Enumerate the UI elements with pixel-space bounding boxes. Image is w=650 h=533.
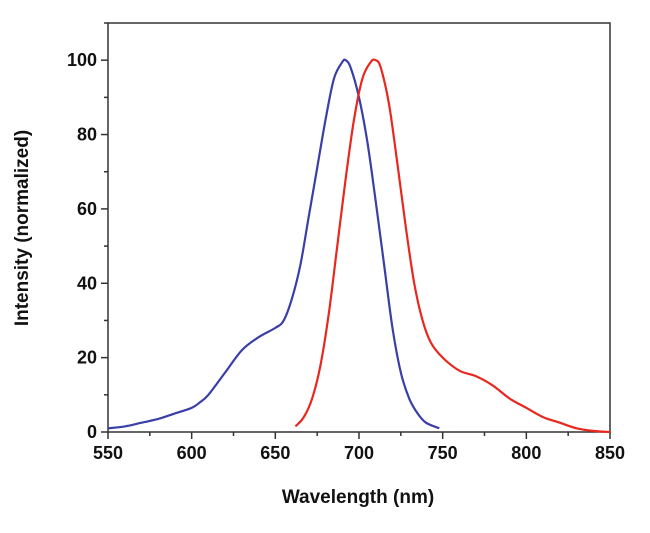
y-tick-label: 60 (77, 199, 97, 219)
x-tick-label: 700 (344, 443, 374, 463)
series-line-0 (107, 58, 440, 430)
x-tick-label: 550 (93, 443, 123, 463)
y-axis-label: Intensity (normalized) (12, 130, 33, 326)
y-tick-label: 20 (77, 348, 97, 368)
x-tick-label: 650 (260, 443, 290, 463)
x-tick-label: 600 (177, 443, 207, 463)
x-tick-label: 850 (595, 443, 625, 463)
y-tick-label: 80 (77, 125, 97, 145)
plot-frame (107, 22, 611, 433)
y-tick-label: 40 (77, 273, 97, 293)
x-tick-label: 750 (428, 443, 458, 463)
x-axis-label: Wavelength (nm) (282, 487, 434, 508)
x-tick-label: 800 (511, 443, 541, 463)
series-line-1 (294, 58, 611, 434)
y-tick-label: 100 (67, 50, 97, 70)
y-tick-label: 0 (87, 422, 97, 442)
